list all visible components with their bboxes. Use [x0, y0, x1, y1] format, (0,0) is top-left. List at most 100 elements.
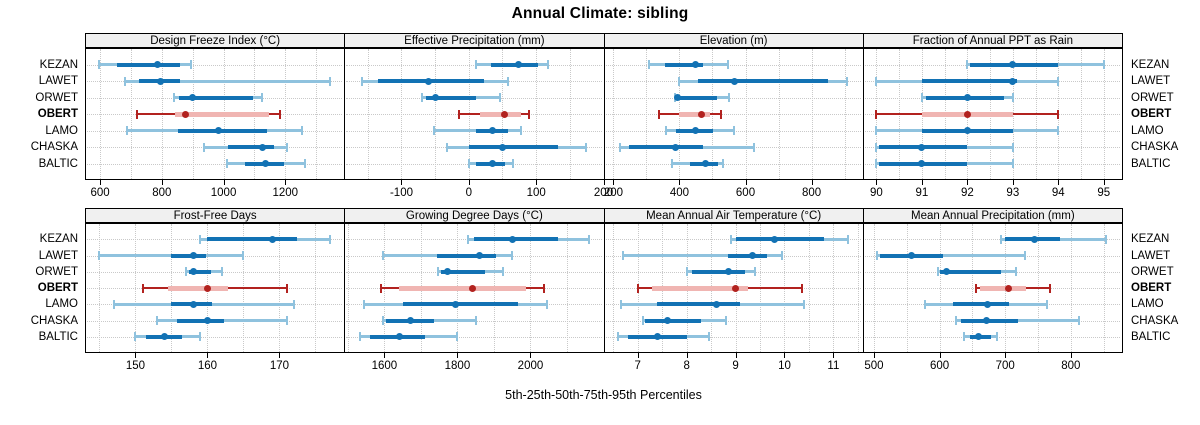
percentile-row-kezan-cap-5th [97, 60, 100, 69]
percentile-row-orwet-band-25-75 [189, 269, 211, 274]
percentile-row-orwet-cap-95th [261, 93, 264, 102]
station-label-left-baltic: BALTIC [38, 330, 78, 343]
percentile-row-obert-cap-5th [136, 109, 139, 119]
axis-tick [1070, 353, 1072, 358]
percentile-row-lamo-cap-5th [112, 299, 115, 309]
percentile-row-lamo-cap-5th [125, 126, 128, 135]
percentile-row-baltic-median-dot [395, 333, 403, 341]
tick-label: 200 [603, 187, 623, 199]
axis-tick [207, 353, 209, 358]
tick-label: 500 [864, 360, 884, 372]
percentile-row-orwet-median-dot [724, 268, 732, 276]
percentile-row-lamo-median-dot [963, 127, 971, 134]
percentile-row-lawet-cap-5th [123, 76, 126, 86]
percentile-row-kezan-median-dot [771, 235, 779, 243]
percentile-row-obert-cap-95th [1049, 283, 1052, 293]
percentile-row-obert-band-25-75 [652, 285, 748, 291]
station-label-right-lamo: LAMO [1131, 298, 1164, 311]
percentile-row-chaska-cap-95th [1078, 316, 1081, 325]
panel-title-design-freeze-index-c: Design Freeze Index (°C) [85, 33, 346, 48]
percentile-row-baltic-cap-5th [962, 332, 965, 342]
percentile-row-obert-cap-95th [719, 109, 722, 119]
percentile-row-chaska-cap-95th [474, 316, 477, 325]
percentile-row-chaska-band-25-75 [468, 145, 559, 149]
percentile-row-lawet-cap-95th [845, 76, 848, 86]
tick-label: 0 [465, 187, 473, 199]
chart-title: Annual Climate: sibling [511, 5, 689, 22]
station-label-right-kezan: KEZAN [1131, 233, 1170, 246]
percentile-row-lamo-cap-5th [619, 299, 622, 309]
percentile-row-obert-median-dot [501, 110, 508, 118]
percentile-row-kezan-cap-95th [727, 60, 729, 69]
percentile-row-baltic-cap-95th [304, 159, 307, 168]
percentile-row-lawet-cap-5th [678, 76, 681, 86]
percentile-row-kezan-cap-5th [474, 60, 477, 69]
percentile-row-chaska-cap-5th [446, 142, 449, 152]
percentile-row-chaska-median-dot [663, 317, 671, 324]
percentile-row-kezan-band-25-75 [473, 237, 558, 242]
percentile-row-lawet-range-5-95 [623, 254, 783, 257]
tick-label: 160 [197, 360, 218, 372]
percentile-row-baltic-cap-5th [358, 332, 361, 342]
tick-label: 800 [1061, 360, 1081, 372]
axis-tick [1103, 180, 1105, 185]
percentile-row-baltic-median-dot [702, 160, 710, 167]
percentile-row-kezan-median-dot [692, 61, 700, 68]
station-label-left-obert: OBERT [37, 108, 78, 120]
tick-label: 7 [634, 360, 641, 372]
row-guide [864, 239, 1120, 241]
axis-tick [679, 180, 681, 185]
axis-tick [468, 180, 470, 185]
percentile-row-chaska-range-5-95 [955, 319, 1080, 322]
percentile-row-baltic-median-dot [918, 160, 926, 167]
percentile-row-orwet-median-dot [942, 268, 950, 276]
percentile-row-chaska-cap-5th [202, 142, 205, 152]
tick-label: 11 [827, 360, 840, 372]
percentile-row-lamo-median-dot [189, 300, 197, 308]
percentile-row-orwet-band-25-75 [441, 269, 485, 274]
axis-tick [100, 180, 102, 185]
axis-tick [603, 180, 605, 185]
x-axis-caption: 5th-25th-50th-75th-95th Percentiles [505, 388, 702, 402]
percentile-row-obert-cap-5th [657, 109, 660, 119]
percentile-row-lamo-band-25-75 [952, 302, 1010, 307]
percentile-row-lawet-median-dot [156, 77, 164, 85]
percentile-row-orwet-cap-5th [184, 267, 187, 277]
percentile-row-orwet-cap-95th [754, 267, 757, 277]
axis-tick [1012, 180, 1014, 185]
percentile-row-chaska-band-25-75 [645, 318, 702, 323]
percentile-row-baltic-cap-95th [511, 159, 514, 168]
percentile-row-kezan-band-25-75 [491, 62, 539, 67]
percentile-row-kezan-cap-5th [966, 60, 969, 69]
percentile-row-orwet-cap-95th [502, 267, 505, 277]
percentile-row-orwet-band-25-75 [676, 95, 717, 100]
percentile-row-lawet-band-25-75 [921, 79, 1018, 83]
percentile-row-lawet-median-dot [475, 252, 483, 259]
percentile-row-kezan-median-dot [1009, 61, 1017, 68]
tick-label: 400 [669, 187, 690, 199]
percentile-row-chaska-cap-5th [382, 316, 385, 325]
axis-tick [876, 180, 878, 185]
percentile-row-lawet-cap-95th [1057, 76, 1060, 86]
axis-tick [1058, 180, 1060, 185]
percentile-row-orwet-median-dot [189, 94, 197, 101]
percentile-row-orwet-cap-5th [420, 93, 423, 102]
percentile-row-obert-cap-95th [528, 109, 531, 119]
percentile-row-orwet-cap-95th [498, 93, 501, 102]
panel-title-frost-free-days: Frost-Free Days [85, 208, 346, 223]
percentile-row-lamo-median-dot [983, 300, 991, 308]
axis-tick [873, 353, 875, 358]
percentile-row-kezan-cap-5th [647, 60, 650, 69]
panel-title-elevation-m: Elevation (m) [603, 33, 864, 48]
percentile-row-lamo-median-dot [488, 127, 496, 134]
tick-label: 600 [735, 187, 756, 199]
percentile-row-obert-median-dot [181, 110, 189, 118]
percentile-row-orwet-cap-95th [220, 267, 223, 277]
percentile-row-lamo-band-25-75 [402, 302, 518, 307]
tick-label: 2000 [517, 360, 544, 372]
percentile-row-lawet-range-5-95 [877, 254, 1025, 257]
tick-label: 93 [1006, 187, 1020, 199]
percentile-row-chaska-cap-95th [1011, 142, 1014, 152]
percentile-row-baltic-cap-5th [225, 159, 228, 168]
